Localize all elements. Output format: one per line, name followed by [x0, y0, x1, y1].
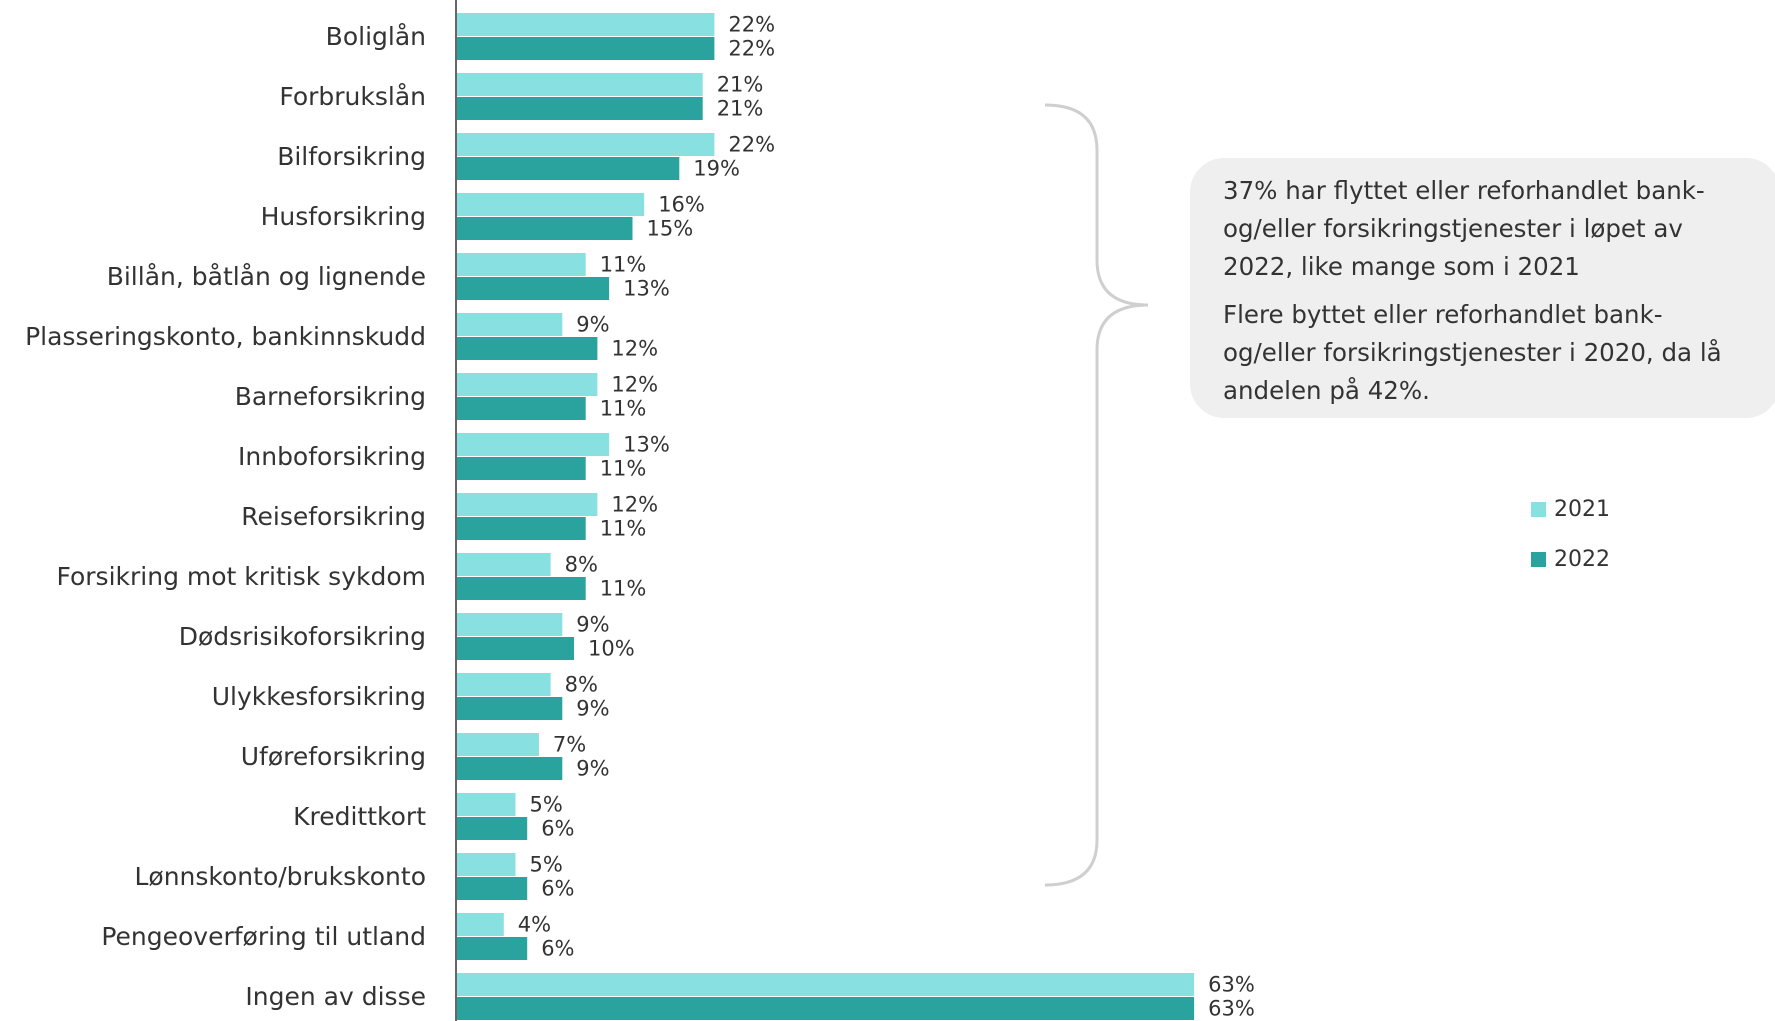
bar-2021-6	[457, 373, 598, 396]
bar-2022-6	[457, 397, 586, 420]
legend: 2021 2022	[1531, 484, 1610, 584]
value-label-2021-11: 8%	[565, 673, 598, 697]
category-label-8: Reiseforsikring	[241, 502, 426, 531]
category-label-1: Forbrukslån	[279, 82, 426, 111]
bar-2022-3	[457, 217, 633, 240]
category-label-7: Innboforsikring	[238, 442, 426, 471]
category-label-11: Ulykkesforsikring	[212, 682, 426, 711]
value-label-2022-3: 15%	[647, 217, 694, 241]
bar-2022-13	[457, 817, 528, 840]
value-label-2021-8: 12%	[611, 493, 658, 517]
category-label-13: Kredittkort	[293, 802, 426, 831]
category-label-10: Dødsrisikoforsikring	[179, 622, 426, 651]
bar-2021-10	[457, 613, 563, 636]
bar-2021-15	[457, 913, 504, 936]
value-label-2022-9: 11%	[600, 577, 647, 601]
legend-item-2022: 2022	[1531, 534, 1610, 584]
value-label-2021-10: 9%	[576, 613, 609, 637]
legend-swatch-2022	[1531, 551, 1546, 567]
bar-2021-3	[457, 193, 645, 216]
category-label-6: Barneforsikring	[235, 382, 426, 411]
bar-2021-8	[457, 493, 598, 516]
bar-2021-14	[457, 853, 516, 876]
bar-2021-12	[457, 733, 539, 756]
bar-2022-14	[457, 877, 528, 900]
bar-2021-5	[457, 313, 563, 336]
legend-label-2021: 2021	[1554, 496, 1610, 522]
value-label-2022-0: 22%	[728, 37, 775, 61]
value-label-2021-15: 4%	[518, 913, 551, 937]
bar-2022-2	[457, 157, 680, 180]
bar-2022-16	[457, 997, 1195, 1020]
value-label-2021-12: 7%	[553, 733, 586, 757]
value-label-2021-3: 16%	[658, 193, 705, 217]
value-label-2021-7: 13%	[623, 433, 670, 457]
category-label-5: Plasseringskonto, bankinnskudd	[25, 322, 426, 351]
value-label-2022-8: 11%	[600, 517, 647, 541]
bar-2022-5	[457, 337, 598, 360]
category-label-14: Lønnskonto/brukskonto	[134, 862, 426, 891]
bar-2021-9	[457, 553, 551, 576]
legend-item-2021: 2021	[1531, 484, 1610, 534]
value-label-2021-0: 22%	[728, 13, 775, 37]
bar-2021-16	[457, 973, 1195, 996]
bar-2022-4	[457, 277, 610, 300]
value-label-2022-12: 9%	[576, 757, 609, 781]
value-label-2022-4: 13%	[623, 277, 670, 301]
value-label-2021-9: 8%	[565, 553, 598, 577]
bar-2021-2	[457, 133, 715, 156]
bar-2022-10	[457, 637, 574, 660]
value-label-2022-2: 19%	[693, 157, 740, 181]
bar-2021-0	[457, 13, 715, 36]
category-label-16: Ingen av disse	[245, 982, 426, 1011]
value-label-2021-4: 11%	[600, 253, 647, 277]
value-label-2021-14: 5%	[530, 853, 563, 877]
bar-2021-7	[457, 433, 610, 456]
value-label-2021-1: 21%	[717, 73, 764, 97]
bar-2021-4	[457, 253, 586, 276]
bar-2021-1	[457, 73, 703, 96]
value-label-2022-6: 11%	[600, 397, 647, 421]
category-label-4: Billån, båtlån og lignende	[107, 262, 426, 291]
callout-paragraph-2: Flere byttet eller reforhandlet bank- og…	[1223, 300, 1722, 405]
category-label-3: Husforsikring	[261, 202, 426, 231]
value-label-2022-5: 12%	[611, 337, 658, 361]
callout-paragraph-1: 37% har flyttet eller reforhandlet bank-…	[1223, 176, 1705, 281]
bar-2022-15	[457, 937, 528, 960]
bar-2022-9	[457, 577, 586, 600]
value-label-2021-2: 22%	[728, 133, 775, 157]
callout-box: 37% har flyttet eller reforhandlet bank-…	[1190, 158, 1775, 418]
category-label-12: Uføreforsikring	[241, 742, 426, 771]
category-label-15: Pengeoverføring til utland	[101, 922, 426, 951]
category-label-0: Boliglån	[326, 22, 426, 51]
bracket-brace	[1044, 103, 1149, 887]
value-label-2022-1: 21%	[717, 97, 764, 121]
value-label-2021-5: 9%	[576, 313, 609, 337]
legend-swatch-2021	[1531, 501, 1546, 517]
bar-2021-11	[457, 673, 551, 696]
value-label-2022-10: 10%	[588, 637, 635, 661]
legend-label-2022: 2022	[1554, 546, 1610, 572]
value-label-2022-16: 63%	[1208, 997, 1255, 1021]
value-label-2022-13: 6%	[541, 817, 574, 841]
bar-2021-13	[457, 793, 516, 816]
value-label-2021-6: 12%	[611, 373, 658, 397]
bar-2022-1	[457, 97, 703, 120]
category-label-9: Forsikring mot kritisk sykdom	[56, 562, 426, 591]
bar-2022-7	[457, 457, 586, 480]
value-label-2021-13: 5%	[530, 793, 563, 817]
value-label-2021-16: 63%	[1208, 973, 1255, 997]
value-label-2022-14: 6%	[541, 877, 574, 901]
bar-2022-8	[457, 517, 586, 540]
value-label-2022-7: 11%	[600, 457, 647, 481]
bar-2022-12	[457, 757, 563, 780]
value-label-2022-15: 6%	[541, 937, 574, 961]
bar-2022-0	[457, 37, 715, 60]
category-label-2: Bilforsikring	[277, 142, 426, 171]
value-label-2022-11: 9%	[576, 697, 609, 721]
bar-2022-11	[457, 697, 563, 720]
